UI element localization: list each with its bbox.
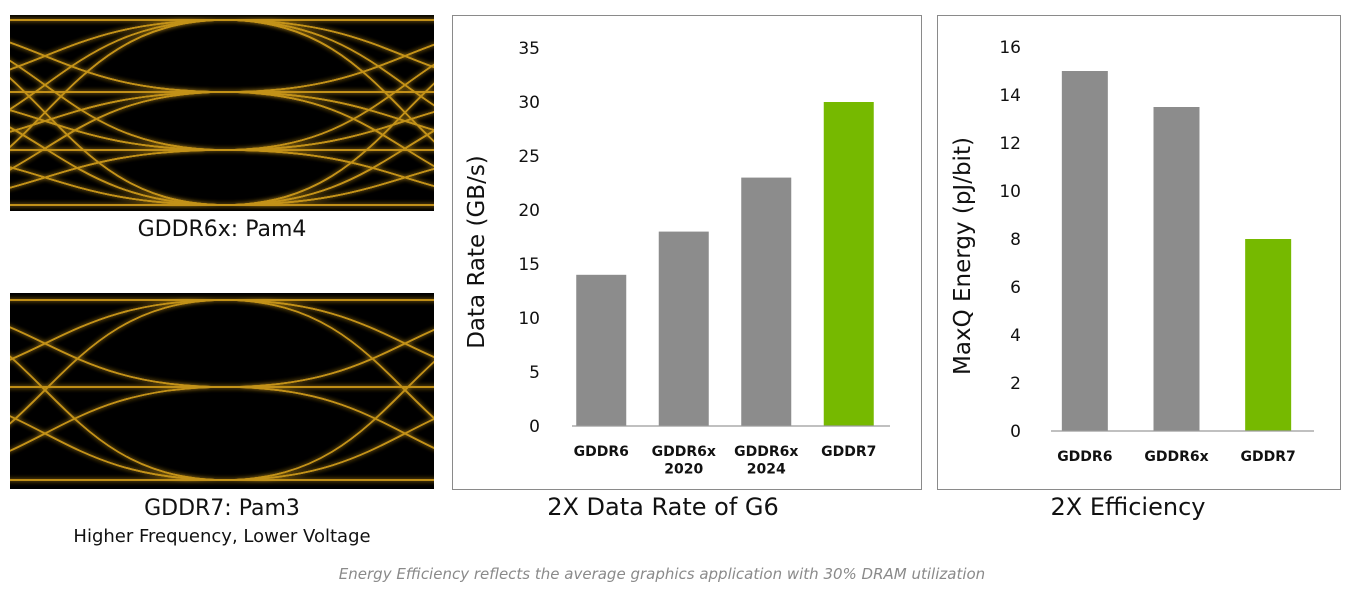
- x-tick-label: GDDR6x 2020: [652, 444, 716, 478]
- eye-trace: [10, 360, 434, 481]
- bar: [823, 102, 874, 426]
- y-tick-label: 16: [999, 38, 1021, 58]
- y-tick-label: 5: [529, 363, 540, 383]
- y-axis-label: Data Rate (GB/s): [464, 155, 490, 349]
- y-tick-label: 4: [1010, 326, 1021, 346]
- y-tick-label: 0: [1010, 422, 1021, 442]
- y-tick-label: 0: [529, 417, 540, 437]
- eye-trace: [10, 77, 434, 206]
- y-tick-label: 14: [999, 86, 1021, 106]
- y-tick-label: 6: [1010, 278, 1021, 298]
- y-tick-label: 2: [1010, 374, 1021, 394]
- bar: [1061, 71, 1108, 431]
- chart-frame: [452, 15, 922, 490]
- footnote: Energy Efficiency reflects the average g…: [339, 565, 985, 583]
- eye-label: GDDR7: Pam3: [144, 496, 300, 521]
- eye-trace: [10, 355, 434, 481]
- x-tick-label: GDDR6: [1057, 449, 1112, 465]
- eye-traces: [10, 19, 434, 206]
- eye-diagram: [10, 293, 434, 489]
- y-tick-label: 8: [1010, 230, 1021, 250]
- x-tick-label: GDDR6x 2024: [734, 444, 798, 478]
- y-tick-label: 30: [518, 93, 540, 113]
- chart-title: 2X Data Rate of G6: [547, 493, 779, 521]
- y-tick-label: 20: [518, 201, 540, 221]
- chart-title: 2X Efficiency: [1051, 493, 1206, 521]
- y-tick-label: 15: [518, 255, 540, 275]
- y-axis-label: MaxQ Energy (pJ/bit): [950, 137, 976, 375]
- y-tick-label: 10: [518, 309, 540, 329]
- eye-label: GDDR6x: Pam4: [138, 217, 307, 242]
- eye-traces: [10, 299, 434, 481]
- x-tick-label: GDDR6: [574, 444, 629, 460]
- bar: [576, 274, 627, 426]
- y-tick-label: 35: [518, 39, 540, 59]
- x-tick-label: GDDR7: [821, 444, 876, 460]
- bar: [1245, 239, 1292, 431]
- y-tick-label: 25: [518, 147, 540, 167]
- bar: [658, 231, 709, 426]
- bar: [1153, 107, 1200, 431]
- eye-trace: [10, 82, 434, 206]
- y-tick-label: 12: [999, 134, 1021, 154]
- y-tick-label: 10: [999, 182, 1021, 202]
- bar: [741, 177, 792, 426]
- x-tick-label: GDDR6x: [1144, 449, 1208, 465]
- eye-sublabel: Higher Frequency, Lower Voltage: [73, 526, 370, 547]
- eye-diagram: [10, 15, 434, 211]
- chart-frame: [937, 15, 1341, 490]
- x-tick-label: GDDR7: [1241, 449, 1296, 465]
